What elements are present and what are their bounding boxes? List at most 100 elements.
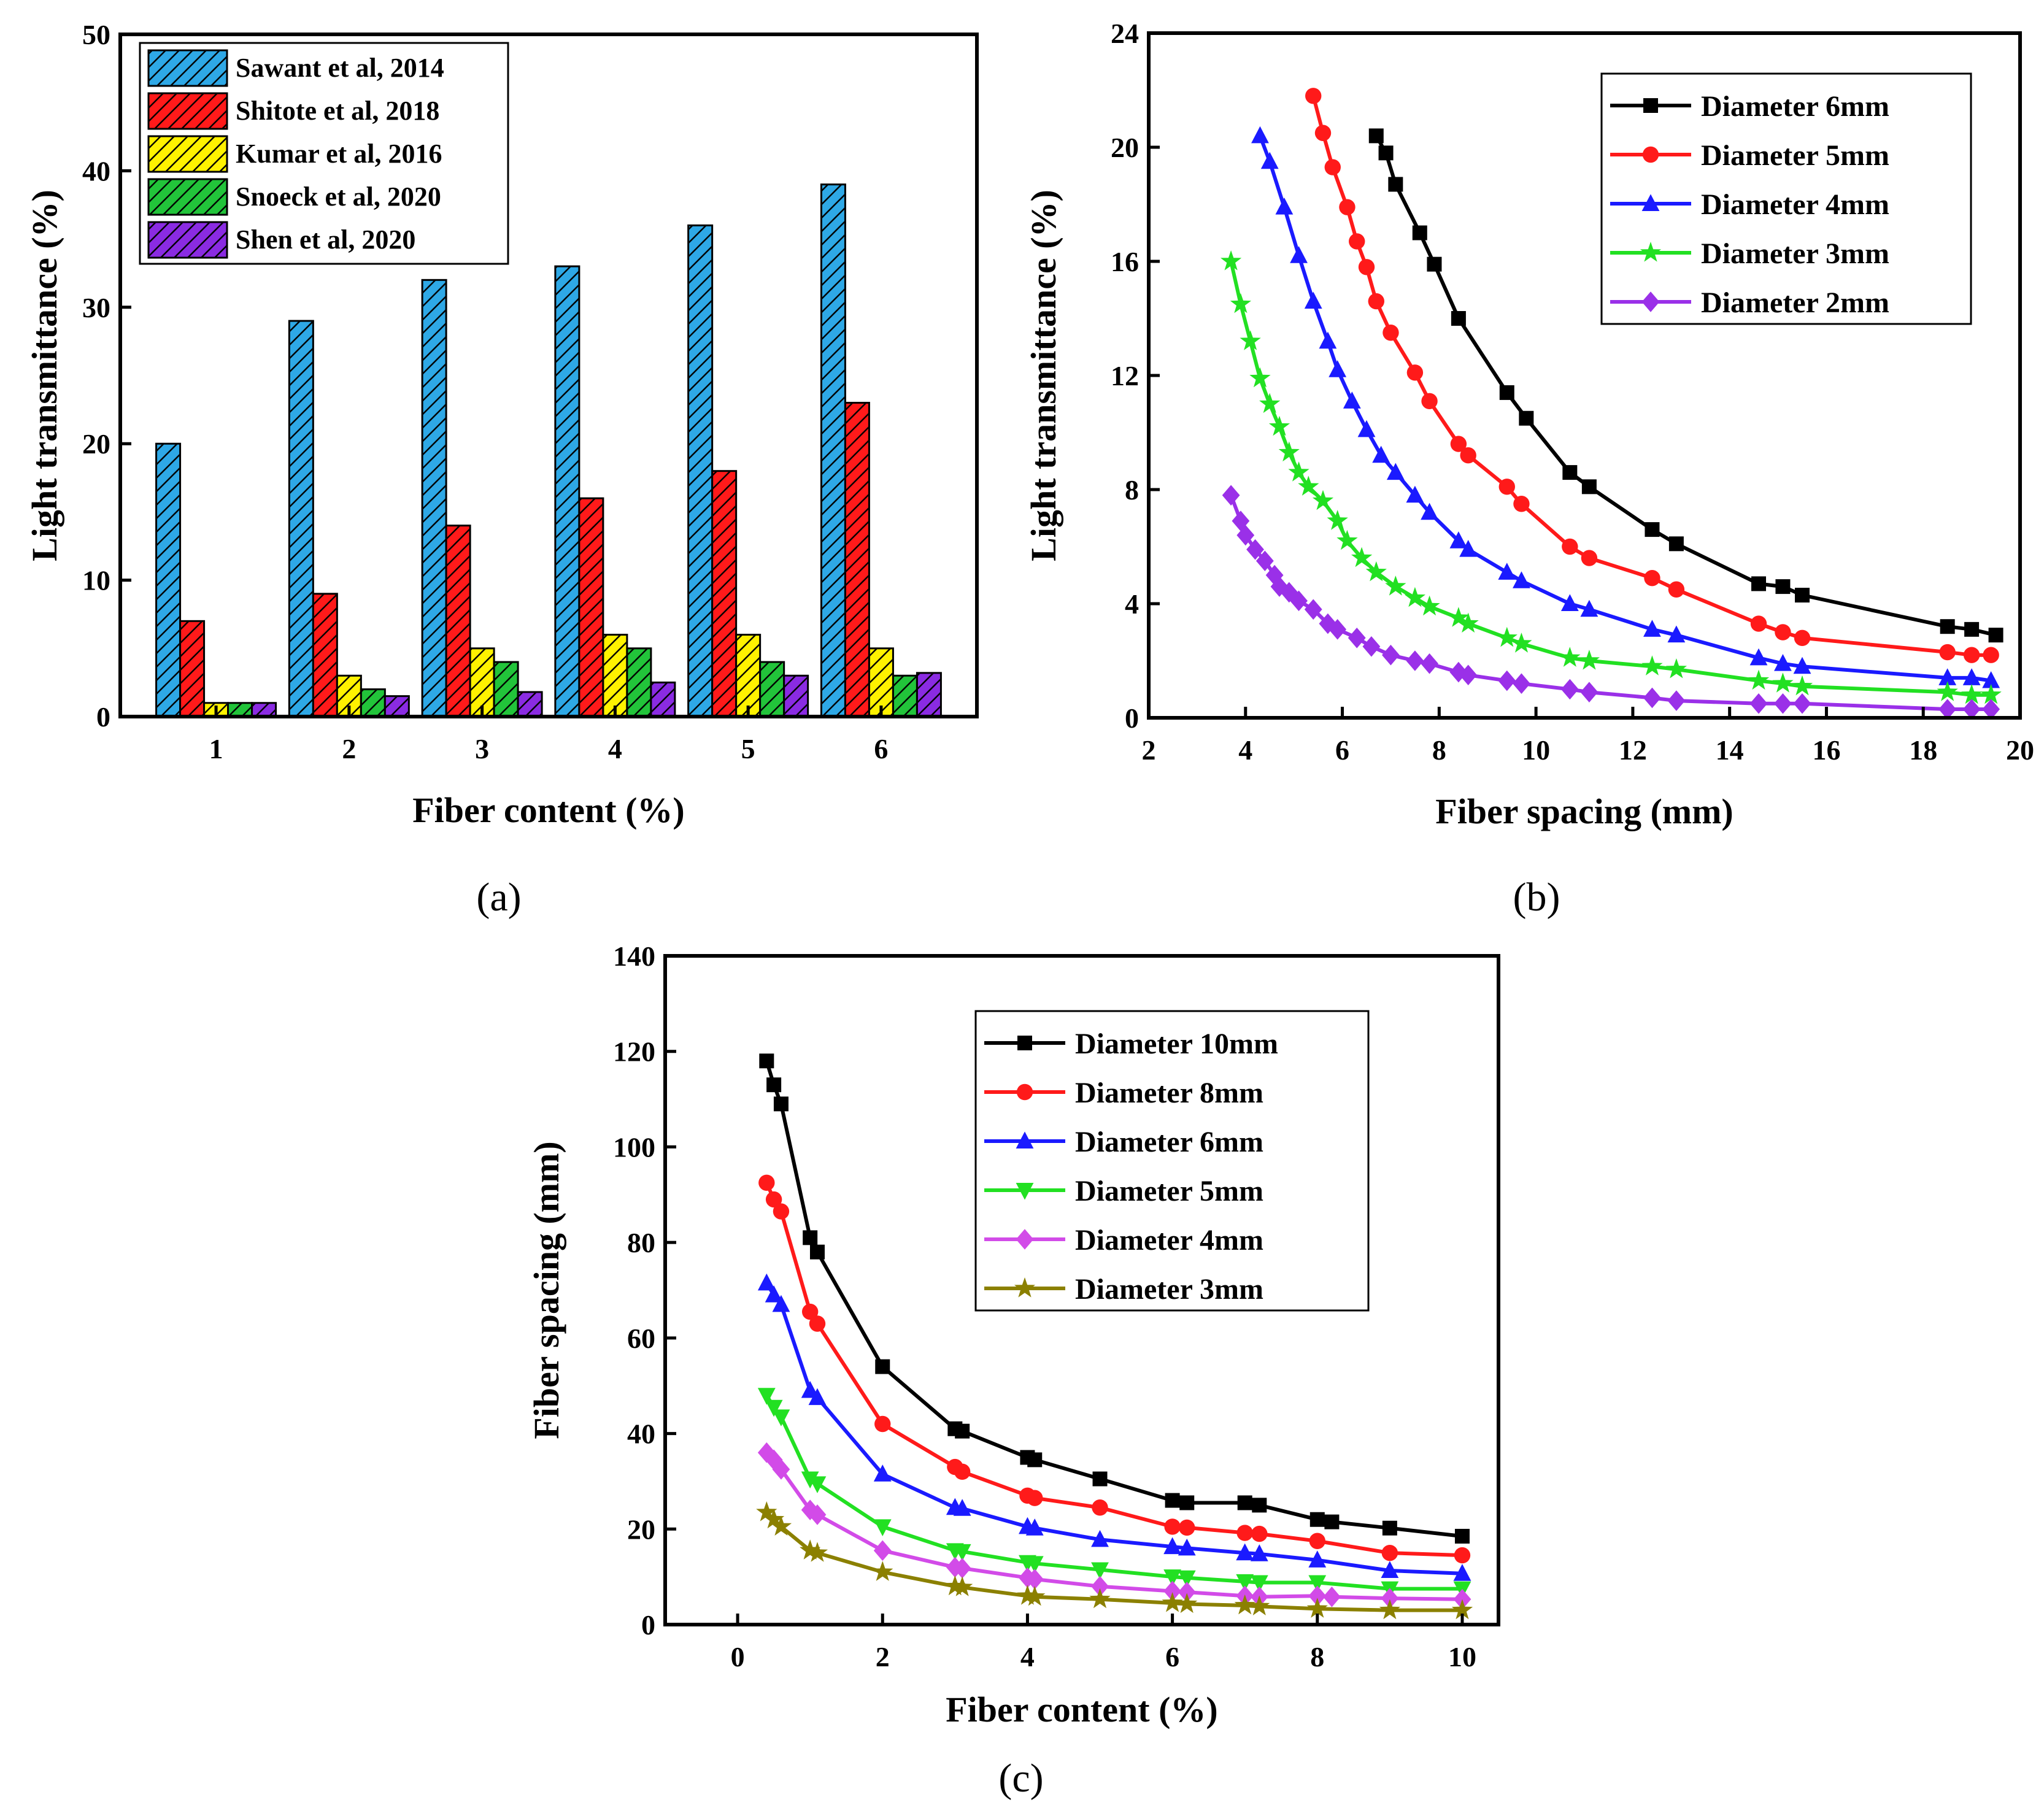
data-point — [953, 1558, 971, 1579]
y-tick-label: 20 — [82, 428, 110, 460]
data-point — [1774, 693, 1792, 714]
data-point — [770, 1515, 792, 1536]
x-tick-label: 4 — [1020, 1641, 1035, 1672]
data-point — [1305, 88, 1322, 104]
data-point — [1250, 1544, 1268, 1561]
data-point — [1165, 1493, 1180, 1508]
data-point — [1496, 626, 1518, 647]
bar-hatch — [228, 702, 252, 717]
data-point — [756, 1501, 777, 1522]
data-point — [1457, 612, 1479, 633]
bar-hatch — [893, 675, 917, 717]
data-point — [806, 1542, 828, 1562]
legend-marker — [1640, 242, 1662, 262]
x-tick-label: 0 — [731, 1641, 745, 1672]
data-point — [1498, 670, 1516, 691]
data-point — [1339, 199, 1356, 215]
x-tick-label: 1 — [209, 733, 223, 764]
data-point — [1560, 594, 1579, 611]
data-point — [1962, 668, 1981, 685]
data-point — [1404, 587, 1425, 607]
y-axis-label: Light transmittance (%) — [1024, 190, 1063, 561]
data-point — [773, 1096, 789, 1112]
data-point — [1964, 621, 1980, 637]
data-point — [1982, 671, 2000, 688]
panel-label: (b) — [1513, 875, 1560, 920]
legend-swatch-hatch — [148, 136, 227, 172]
data-point — [1643, 687, 1661, 709]
data-point — [1368, 128, 1384, 144]
x-axis-label: Fiber spacing (mm) — [1435, 791, 1733, 831]
x-tick-label: 6 — [874, 733, 888, 764]
data-point — [1961, 683, 1983, 704]
data-point — [1386, 463, 1405, 480]
data-point — [1378, 145, 1394, 161]
bar-hatch — [579, 498, 603, 717]
data-point — [1449, 531, 1468, 548]
data-point — [1091, 1576, 1109, 1597]
data-point — [1937, 681, 1958, 701]
data-point — [1259, 393, 1281, 414]
bar-hatch — [180, 621, 204, 717]
data-point — [1421, 393, 1438, 410]
legend-marker — [1641, 291, 1660, 312]
data-point — [1668, 581, 1685, 598]
data-point — [1988, 628, 2004, 643]
legend-label: Diameter 2mm — [1701, 287, 1889, 319]
data-point — [1163, 1537, 1182, 1555]
data-point — [1304, 291, 1322, 309]
legend-label: Diameter 3mm — [1075, 1273, 1263, 1306]
data-point — [1513, 571, 1530, 588]
data-point — [1388, 177, 1403, 192]
data-point — [1236, 1525, 1253, 1541]
data-point — [1230, 293, 1251, 314]
x-tick-label: 14 — [1716, 734, 1744, 766]
data-point — [1358, 259, 1375, 275]
data-point — [765, 1399, 783, 1417]
data-point — [873, 1540, 892, 1561]
data-point — [1324, 1514, 1340, 1529]
data-point — [1795, 588, 1810, 603]
y-tick-label: 12 — [1111, 360, 1139, 391]
data-point — [772, 1409, 790, 1426]
x-tick-label: 4 — [1238, 734, 1252, 766]
data-point — [1513, 673, 1530, 694]
series-line — [765, 1282, 1463, 1576]
data-point — [1450, 436, 1467, 452]
data-point — [801, 1499, 819, 1520]
data-point — [1427, 256, 1442, 272]
data-point — [1940, 619, 1955, 634]
data-point — [1025, 1518, 1044, 1536]
legend-label: Diameter 3mm — [1701, 237, 1889, 270]
data-point — [1237, 1495, 1252, 1510]
y-tick-label: 0 — [1125, 702, 1139, 734]
data-point — [1793, 693, 1811, 714]
data-point — [1178, 1582, 1196, 1602]
data-point — [1581, 479, 1597, 494]
data-point — [1774, 654, 1792, 671]
bar-hatch — [518, 691, 542, 717]
data-point — [801, 1303, 819, 1320]
data-point — [1459, 664, 1478, 686]
data-point — [1499, 385, 1514, 400]
legend-label: Snoeck et al, 2020 — [236, 182, 441, 212]
data-point — [1580, 599, 1599, 617]
y-tick-label: 80 — [627, 1227, 655, 1258]
legend-swatch-hatch — [148, 179, 227, 215]
legend-label: Diameter 5mm — [1075, 1175, 1263, 1207]
data-point — [1451, 311, 1466, 326]
data-point — [1091, 1562, 1109, 1580]
data-point — [1221, 250, 1242, 271]
data-point — [758, 1174, 775, 1191]
data-point — [1381, 1561, 1399, 1579]
data-point — [1309, 1533, 1325, 1549]
data-point — [1162, 1592, 1183, 1612]
bar-hatch — [845, 402, 870, 717]
data-point — [1252, 1498, 1267, 1513]
data-point — [1581, 550, 1598, 566]
y-tick-label: 10 — [82, 565, 110, 596]
data-point — [1336, 529, 1358, 550]
legend-swatch-hatch — [148, 222, 227, 258]
x-tick-label: 4 — [608, 733, 622, 764]
